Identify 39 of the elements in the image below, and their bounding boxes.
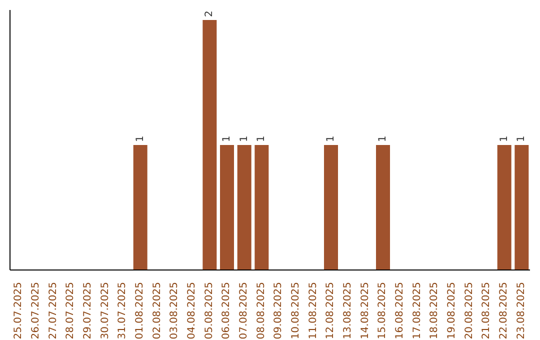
- x-tick-label: 07.08.2025: [238, 282, 250, 340]
- x-tick-label: 02.08.2025: [152, 282, 163, 340]
- x-tick-label: 15.08.2025: [377, 282, 388, 340]
- x-tick-label: 06.08.2025: [221, 282, 232, 340]
- x-tick-label: 25.07.2025: [13, 282, 24, 340]
- x-tick-label: 26.07.2025: [30, 282, 42, 340]
- x-tick-label: 12.08.2025: [325, 282, 336, 340]
- data-label: 2: [204, 10, 216, 17]
- data-label: 1: [498, 136, 510, 142]
- data-label: 1: [134, 136, 146, 142]
- x-tick-label: 17.08.2025: [412, 282, 423, 340]
- x-tick-label: 31.07.2025: [117, 282, 128, 340]
- x-tick-label: 05.08.2025: [204, 282, 215, 340]
- x-tick-label: 19.08.2025: [446, 282, 458, 340]
- x-tick-label: 10.08.2025: [290, 282, 302, 340]
- data-label: 1: [378, 136, 388, 142]
- data-label: 1: [238, 136, 250, 142]
- x-tick-label: 16.08.2025: [394, 282, 406, 340]
- x-tick-label: 14.08.2025: [360, 282, 371, 340]
- x-tick-label: 01.08.2025: [134, 282, 146, 340]
- x-tick-label: 11.08.2025: [308, 282, 319, 340]
- x-tick-label: 04.08.2025: [186, 282, 198, 340]
- data-label: 1: [256, 136, 268, 142]
- x-tick-label: 30.07.2025: [100, 282, 111, 340]
- x-tick-label: 28.07.2025: [65, 282, 76, 340]
- data-label: 1: [222, 136, 232, 142]
- data-label: 1: [516, 136, 528, 142]
- x-tick-label: 20.08.2025: [464, 282, 475, 340]
- x-tick-label: 23.08.2025: [516, 282, 527, 340]
- x-tick-label: 03.08.2025: [169, 282, 180, 340]
- x-tick-label: 08.08.2025: [256, 282, 267, 340]
- x-tick-label: 18.08.2025: [429, 282, 440, 340]
- data-label: 1: [326, 136, 336, 142]
- x-tick-label: 13.08.2025: [342, 282, 354, 340]
- x-tick-label: 27.07.2025: [48, 282, 59, 340]
- x-tick-label: 09.08.2025: [273, 282, 284, 340]
- x-tick-label: 22.08.2025: [498, 282, 510, 340]
- x-tick-label: 21.08.2025: [481, 282, 492, 340]
- x-tick-label: 29.07.2025: [82, 282, 94, 340]
